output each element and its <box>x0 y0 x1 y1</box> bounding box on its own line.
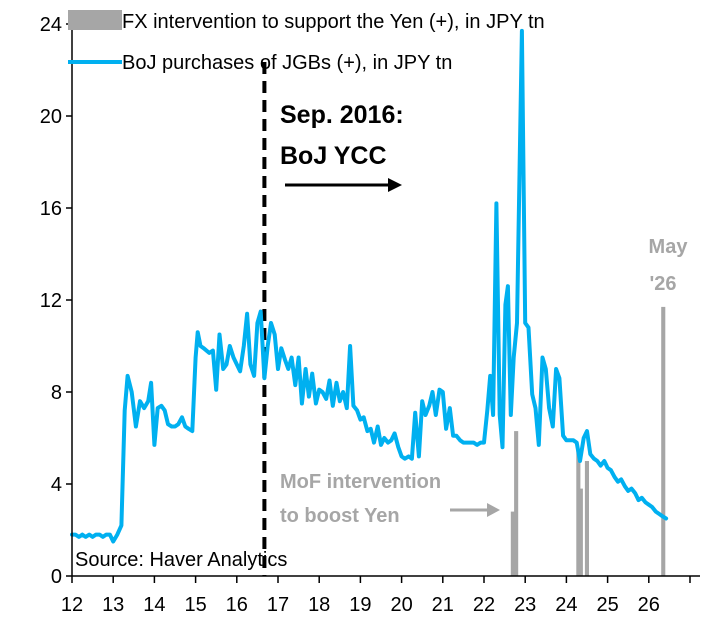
x-tick-label: 23 <box>514 594 536 616</box>
may-note-line1: May <box>649 236 689 258</box>
event-label-line2: BoJ YCC <box>280 142 387 170</box>
x-tick-label: 22 <box>473 594 495 616</box>
x-tick-label: 20 <box>390 594 412 616</box>
legend-bar-swatch <box>68 10 122 30</box>
y-tick-label: 24 <box>40 14 62 36</box>
x-tick-label: 21 <box>432 594 454 616</box>
x-tick-label: 24 <box>555 594 577 616</box>
fx-intervention-bar <box>514 431 519 576</box>
y-tick-label: 8 <box>51 382 62 404</box>
x-tick-label: 17 <box>267 594 289 616</box>
y-tick-label: 4 <box>51 474 62 496</box>
legend-line-label: BoJ purchases of JGBs (+), in JPY tn <box>122 52 452 74</box>
x-tick-label: 14 <box>143 594 165 616</box>
mof-note-line1: MoF intervention <box>280 471 441 493</box>
x-tick-label: 13 <box>102 594 124 616</box>
axes: 0 4 8 12 16 20 24 12 13 14 15 16 17 18 19 20 21 22 23 24 25 2… <box>40 14 700 616</box>
x-tick-label: 19 <box>349 594 371 616</box>
mof-arrow <box>450 503 500 517</box>
x-tick-label: 26 <box>638 594 660 616</box>
legend-bar-label: FX intervention to support the Yen (+), … <box>122 11 545 33</box>
fx-intervention-bars <box>510 306 666 576</box>
event-label-line1: Sep. 2016: <box>280 101 404 129</box>
source-note: Source: Haver Analytics <box>75 549 287 571</box>
x-tick-label: 16 <box>226 594 248 616</box>
event-arrow <box>285 178 402 192</box>
x-tick-label: 12 <box>61 594 83 616</box>
boj-jgb-purchases-line <box>70 28 669 544</box>
fx-intervention-bar <box>510 511 515 576</box>
x-tick-label: 15 <box>184 594 206 616</box>
fx-intervention-bar <box>576 449 581 576</box>
fx-intervention-bar <box>584 461 589 576</box>
fx-intervention-bar <box>661 306 666 576</box>
fx-intervention-bar <box>578 488 583 576</box>
y-tick-label: 16 <box>40 198 62 220</box>
y-tick-label: 12 <box>40 290 62 312</box>
y-tick-label: 0 <box>51 566 62 588</box>
mof-note-line2: to boost Yen <box>280 505 400 527</box>
y-tick-label: 20 <box>40 106 62 128</box>
may-note-line2: '26 <box>649 273 676 295</box>
x-tick-label: 18 <box>308 594 330 616</box>
x-tick-label: 25 <box>596 594 618 616</box>
